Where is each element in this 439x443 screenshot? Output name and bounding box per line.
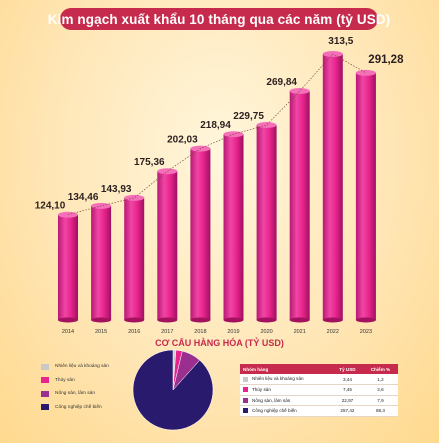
legend-item: Nông sản, lâm sản <box>41 387 161 401</box>
x-tick-label: 2018 <box>194 329 206 335</box>
structure-title: CƠ CẤU HÀNG HÓA (TỶ USD) <box>155 338 284 348</box>
table-cell-value: 257,42 <box>332 405 363 417</box>
x-tick-label: 2020 <box>260 329 272 335</box>
bar <box>190 148 211 320</box>
pie-slice <box>132 349 214 431</box>
x-tick-label: 2016 <box>128 329 140 335</box>
row-label: Nhiên liệu và khoáng sản <box>252 376 304 382</box>
value-label: 143,93 <box>101 184 132 195</box>
table-cell-percent: 2,6 <box>362 384 398 396</box>
bar-cap <box>157 168 178 175</box>
structure-legend: Nhiên liệu và khoáng sản Thủy sản Nông s… <box>41 360 161 414</box>
x-tick-label: 2017 <box>161 329 173 335</box>
table-cell-value: 3,44 <box>332 374 363 385</box>
bar-base <box>190 317 211 323</box>
table-cell-name: Thủy sản <box>240 384 333 396</box>
legend-label: Công nghiệp chế biến <box>55 404 102 410</box>
table-row: Nông sản, lâm sản 22,97 7,9 <box>240 395 398 406</box>
bar <box>322 54 343 320</box>
table-header-cell: Chiếm % <box>362 364 398 374</box>
legend-item: Thủy sản <box>41 374 161 388</box>
legend-label: Nông sản, lâm sản <box>55 391 95 397</box>
table-row: Công nghiệp chế biến 257,42 88,3 <box>240 405 398 417</box>
value-label: 134,46 <box>68 192 99 203</box>
bar <box>58 214 78 320</box>
bar <box>256 125 277 320</box>
row-swatch <box>243 408 248 414</box>
bar <box>355 72 376 320</box>
table-header-cell: Tỷ USD <box>332 364 363 374</box>
bar <box>289 91 310 320</box>
chart-title: Kim ngạch xuất khẩu 10 tháng qua các năm… <box>47 11 391 27</box>
table-cell-value: 7,45 <box>332 384 363 396</box>
table-cell-name: Nhiên liệu và khoáng sản <box>240 374 333 385</box>
row-swatch <box>243 387 248 393</box>
row-swatch <box>243 397 248 403</box>
structure-table: Nhóm hàng Tỷ USD Chiếm % Nhiên liệu và k… <box>240 364 398 417</box>
value-label: 229,75 <box>233 111 264 122</box>
x-tick-label: 2015 <box>95 329 107 335</box>
legend-swatch <box>41 377 49 384</box>
legend-item: Công nghiệp chế biến <box>41 401 161 415</box>
legend-label: Thủy sản <box>55 377 75 383</box>
row-label: Thủy sản <box>252 387 271 393</box>
bar-base <box>157 317 178 323</box>
value-label: 218,94 <box>200 120 231 131</box>
legend-item: Nhiên liệu và khoáng sản <box>41 360 161 374</box>
structure-pie-chart <box>132 349 214 431</box>
x-tick-label: 2022 <box>327 329 339 335</box>
bar-base <box>58 317 78 323</box>
bar <box>157 171 178 320</box>
table-cell-percent: 88,3 <box>362 405 398 417</box>
table-header-row: Nhóm hàng Tỷ USD Chiếm % <box>240 364 398 374</box>
bar-base <box>289 317 310 323</box>
bar-base <box>322 317 343 323</box>
value-label: 124,10 <box>35 201 66 212</box>
x-tick-label: 2021 <box>294 329 306 335</box>
legend-swatch <box>41 363 49 370</box>
legend-swatch <box>41 404 49 411</box>
bar-cap <box>289 88 310 95</box>
trend-line <box>67 53 367 216</box>
value-label: 313,5 <box>328 36 353 47</box>
table-cell-name: Công nghiệp chế biến <box>240 405 333 417</box>
table-row: Thủy sản 7,45 2,6 <box>240 384 398 396</box>
x-tick-label: 2019 <box>227 329 239 335</box>
bar <box>91 205 112 320</box>
bar-cap <box>355 69 376 76</box>
value-label: 175,36 <box>134 157 165 168</box>
bar-base <box>91 317 112 323</box>
bar-cap <box>124 194 145 201</box>
table-cell-percent: 7,9 <box>362 395 398 406</box>
bar-base <box>256 317 277 323</box>
legend-label: Nhiên liệu và khoáng sản <box>55 364 109 370</box>
bar <box>223 134 244 320</box>
chart-title-banner: Kim ngạch xuất khẩu 10 tháng qua các năm… <box>48 8 390 30</box>
row-label: Công nghiệp chế biến <box>252 408 297 414</box>
table-cell-name: Nông sản, lâm sản <box>240 395 333 406</box>
row-swatch <box>243 376 248 382</box>
table-header-cell: Nhóm hàng <box>240 364 333 374</box>
table-cell-value: 22,97 <box>332 395 363 406</box>
value-label: 269,84 <box>266 77 297 88</box>
value-label: 202,03 <box>167 135 198 146</box>
table-cell-percent: 1,2 <box>362 374 398 385</box>
row-label: Nông sản, lâm sản <box>252 397 291 403</box>
bar <box>124 197 145 320</box>
x-tick-label: 2014 <box>62 329 74 335</box>
legend-swatch <box>41 390 49 397</box>
bar-base <box>355 317 376 323</box>
value-label: 291,28 <box>368 54 404 66</box>
bar-base <box>124 317 145 323</box>
x-tick-label: 2023 <box>360 329 372 335</box>
table-row: Nhiên liệu và khoáng sản 3,44 1,2 <box>240 374 398 385</box>
bar-base <box>223 317 244 323</box>
